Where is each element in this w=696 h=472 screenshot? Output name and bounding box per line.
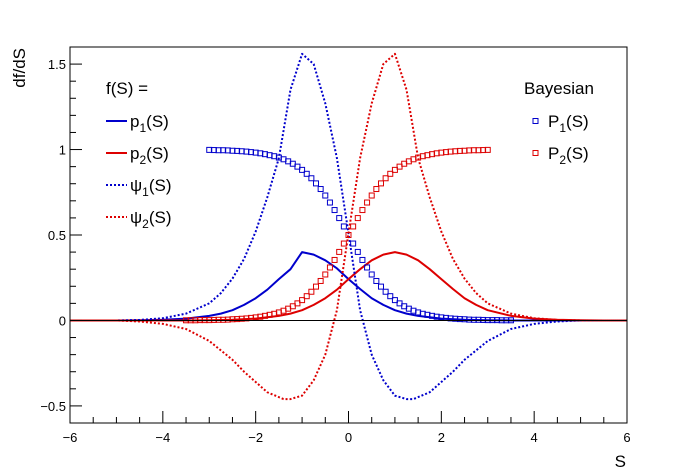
y-tick-label: −0.5	[40, 399, 66, 414]
legend-label-base: ψ	[130, 176, 142, 195]
point-P1	[391, 297, 398, 304]
x-tick-label: 0	[345, 430, 352, 445]
point-P1	[299, 166, 306, 173]
point-P2	[382, 175, 389, 182]
point-P1	[340, 223, 347, 230]
point-P1	[294, 163, 301, 170]
point-P2	[377, 180, 384, 187]
x-tick-label: −4	[155, 430, 170, 445]
x-tick-label: 2	[438, 430, 445, 445]
plot-frame	[69, 46, 628, 424]
point-P2	[336, 248, 343, 255]
point-P2	[331, 256, 338, 263]
point-P1	[317, 186, 324, 193]
point-P2	[299, 297, 306, 304]
point-P2	[322, 271, 329, 278]
point-P1	[368, 271, 375, 278]
legend-label-tail: (S)	[146, 144, 169, 163]
series-line-p2	[70, 251, 627, 322]
point-P2	[326, 264, 333, 271]
point-P1	[308, 175, 315, 182]
point-P2	[354, 215, 361, 222]
x-axis-title: S	[615, 452, 626, 471]
ticks-layer: −6 −4 −2 0 2 4 6 −0.5 0 0.5 1 1.5	[40, 46, 631, 445]
legend-label-subscript: 1	[142, 185, 149, 199]
legend-label-tail: (S)	[566, 112, 589, 131]
legend-swatch	[532, 150, 539, 156]
x-tick-label: −6	[63, 430, 78, 445]
y-tick-label: 0	[59, 313, 66, 328]
legend-label-subscript: 2	[139, 153, 146, 167]
legend-left-header: f(S) =	[106, 79, 148, 98]
legend-label-base: p	[130, 144, 139, 163]
legend-label-tail: (S)	[149, 176, 172, 195]
y-tick-label: 1	[59, 143, 66, 158]
point-P2	[368, 192, 375, 199]
legend-left: f(S) =p1(S)p2(S)ψ1(S)ψ2(S)	[106, 79, 171, 231]
point-P2	[364, 199, 371, 206]
legend-label-subscript: 1	[559, 121, 566, 135]
legend-label-subscript: 2	[559, 153, 566, 167]
y-axis-title: df/dS	[10, 48, 29, 88]
legend-label-base: P	[548, 112, 559, 131]
legend-label-base: p	[130, 112, 139, 131]
legend-label: p1(S)	[130, 112, 169, 135]
legend-label-base: P	[548, 144, 559, 163]
legend-label-tail: (S)	[566, 144, 589, 163]
legend-label-base: ψ	[130, 208, 142, 227]
point-P1	[354, 248, 361, 255]
legend-label-tail: (S)	[146, 112, 169, 131]
point-P2	[359, 207, 366, 214]
point-P1	[326, 199, 333, 206]
series-line-p1	[70, 251, 627, 322]
legend-label-subscript: 2	[142, 217, 149, 231]
point-P1	[331, 207, 338, 214]
legend-label: ψ1(S)	[130, 176, 171, 199]
legend-label: ψ2(S)	[130, 208, 171, 231]
legend-label: P2(S)	[548, 144, 589, 167]
point-P2	[303, 293, 310, 300]
point-P1	[387, 293, 394, 300]
point-P2	[484, 146, 491, 153]
point-P2	[350, 223, 357, 230]
x-tick-label: 4	[531, 430, 538, 445]
point-P2	[340, 240, 347, 247]
point-P1	[373, 277, 380, 284]
point-P1	[359, 256, 366, 263]
legend-label: P1(S)	[548, 112, 589, 135]
point-P1	[313, 180, 320, 187]
point-P2	[373, 186, 380, 193]
point-P2	[308, 288, 315, 295]
point-P1	[303, 170, 310, 177]
point-P1	[322, 192, 329, 199]
point-P2	[345, 232, 352, 238]
legend-swatch	[532, 118, 539, 124]
y-tick-label: 0.5	[48, 228, 66, 243]
point-P1	[336, 215, 343, 222]
point-P2	[391, 166, 398, 173]
point-P2	[294, 300, 301, 307]
point-P2	[387, 170, 394, 177]
x-tick-label: −2	[248, 430, 263, 445]
point-P1	[364, 264, 371, 271]
point-P1	[377, 283, 384, 290]
y-tick-label: 1.5	[48, 57, 66, 72]
point-P2	[313, 283, 320, 290]
series-line-psi1	[70, 52, 627, 401]
legend-right-header: Bayesian	[524, 79, 594, 98]
legend-label: p2(S)	[130, 144, 169, 167]
legend-label-subscript: 1	[139, 121, 146, 135]
x-tick-label: 6	[623, 430, 630, 445]
point-P1	[382, 288, 389, 295]
point-P2	[317, 277, 324, 284]
point-P1	[350, 240, 357, 247]
legend-label-tail: (S)	[149, 208, 172, 227]
